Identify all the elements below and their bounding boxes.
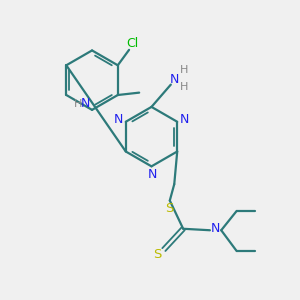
Text: N: N xyxy=(81,98,90,110)
Text: S: S xyxy=(153,248,161,261)
Text: N: N xyxy=(180,113,189,126)
Text: Cl: Cl xyxy=(127,37,139,50)
Text: H: H xyxy=(180,65,188,75)
Text: H: H xyxy=(180,82,188,92)
Text: S: S xyxy=(166,202,174,215)
Text: N: N xyxy=(148,168,157,181)
Text: H: H xyxy=(74,99,82,109)
Text: N: N xyxy=(211,222,220,235)
Text: N: N xyxy=(170,73,179,86)
Text: N: N xyxy=(114,113,123,126)
